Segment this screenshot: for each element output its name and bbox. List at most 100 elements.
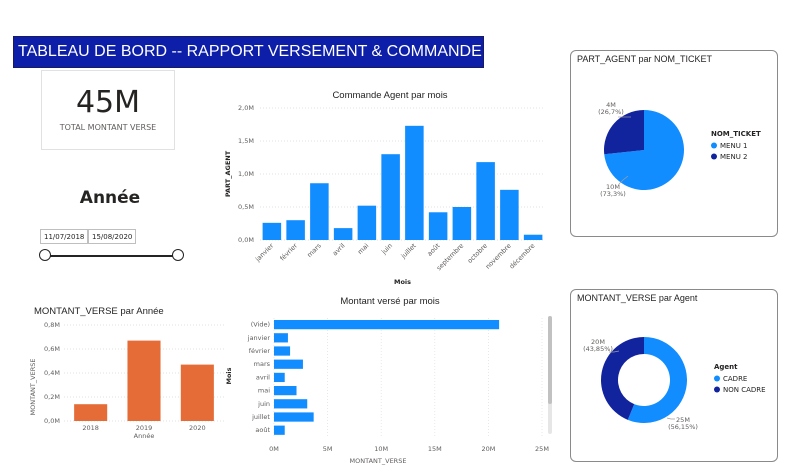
x-tick-label: 2019 (136, 424, 153, 432)
pie-card-title: PART_AGENT par NOM_TICKET (577, 54, 713, 64)
bar-février (286, 220, 305, 240)
y-tick-label: 0,0M (238, 236, 254, 244)
y-tick-label: 1,5M (238, 137, 254, 145)
leader-line (666, 417, 675, 420)
bar-août (274, 425, 285, 435)
part-agent-pie-chart[interactable]: 10M(73,3%) 4M(26,7%) NOM_TICKET MENU 1 MENU … (571, 70, 777, 230)
bar-février (274, 346, 291, 356)
bar-août (428, 212, 448, 240)
leader-line (618, 175, 629, 185)
bar-juin (274, 399, 308, 409)
x-tick-label: 15M (428, 445, 442, 453)
montant-annee-chart[interactable]: 0,0M 0,2M 0,4M 0,6M 0,8M 2018 2019 2020 Année MON… (20, 315, 230, 445)
slice-value-label: 10M (606, 183, 620, 191)
bar-(Vide) (274, 320, 500, 330)
montant-agent-donut-chart[interactable]: 25M(56,15%) 20M(43,85%) Agent CADRE NON CADR… (571, 308, 777, 458)
start-date-input[interactable]: 11/07/2018 (40, 229, 89, 244)
bar-septembre (452, 207, 472, 240)
legend-item: CADRE (723, 375, 747, 383)
bar-janvier (274, 333, 288, 343)
legend-title: NOM_TICKET (711, 130, 761, 138)
y-tick-label: 0,4M (44, 369, 60, 377)
slice-value-label: 4M (606, 101, 616, 109)
slice-menu-2 (604, 110, 644, 155)
slice-non-cadre (601, 337, 644, 420)
x-tick-label: octobre (466, 242, 489, 265)
y-axis-title: Mois (225, 367, 233, 384)
report-title-bar: TABLEAU DE BORD -- RAPPORT VERSEMENT & C… (13, 36, 484, 68)
y-tick-label: mai (258, 387, 270, 395)
y-tick-label: janvier (247, 334, 271, 342)
x-tick-label: 2018 (82, 424, 99, 432)
legend-marker (714, 375, 720, 382)
y-tick-label: 1,0M (238, 170, 254, 178)
legend-item: MENU 1 (720, 142, 748, 150)
x-tick-label: 2020 (189, 424, 206, 432)
x-tick-label: 10M (374, 445, 388, 453)
legend-marker (711, 142, 717, 149)
x-tick-label: août (426, 241, 442, 257)
slice-value-label: 20M (591, 338, 605, 346)
leader-line (609, 350, 620, 353)
bar-juillet (274, 412, 314, 422)
x-tick-label: janvier (253, 242, 275, 264)
commande-agent-chart[interactable]: 0,0M 0,5M 1,0M 1,5M 2,0M janvier février mars av… (218, 100, 548, 290)
x-tick-label: 0M (269, 445, 279, 453)
legend-marker (711, 153, 717, 160)
montant-agent-donut-card[interactable]: MONTANT_VERSE par Agent (570, 289, 778, 462)
date-slider-track[interactable] (44, 255, 182, 257)
bar-juillet (405, 125, 424, 240)
x-axis-title: Année (134, 432, 155, 440)
y-tick-label: 0,2M (44, 393, 60, 401)
date-slider-end-handle[interactable] (172, 249, 184, 261)
kpi-label: TOTAL MONTANT VERSE (59, 123, 157, 132)
annee-chart-title: MONTANT_VERSE par Année (34, 306, 164, 317)
x-tick-label: mars (306, 241, 324, 259)
y-tick-label: 0,6M (44, 345, 60, 353)
slice-percent-label: (56,15%) (668, 423, 698, 431)
y-axis-title: PART_AGENT (224, 150, 232, 197)
slice-value-label: 25M (676, 416, 690, 424)
slice-percent-label: (26,7%) (598, 108, 624, 116)
part-agent-pie-card[interactable]: PART_AGENT par NOM_TICKET (570, 50, 778, 237)
report-title: TABLEAU DE BORD -- RAPPORT VERSEMENT & C… (18, 43, 482, 60)
y-tick-label: 0,5M (238, 203, 254, 211)
x-axis-title: Mois (394, 278, 411, 286)
scrollbar-thumb[interactable] (548, 316, 552, 404)
slice-percent-label: (43,85%) (583, 345, 613, 353)
y-axis-title: MONTANT_VERSE (29, 359, 37, 416)
bar-2018 (74, 404, 108, 421)
y-tick-label: juillet (251, 413, 270, 421)
bar-janvier (262, 222, 282, 240)
legend-marker (714, 386, 720, 393)
commande-chart-title: Commande Agent par mois (332, 90, 448, 101)
slice-cadre (627, 337, 687, 423)
y-tick-label: mars (254, 360, 271, 368)
bar-2020 (180, 364, 214, 421)
kpi-card[interactable]: 45M TOTAL MONTANT VERSE (41, 70, 175, 150)
x-tick-label: juin (379, 242, 394, 257)
y-tick-label: juin (257, 400, 270, 408)
bar-décembre (523, 234, 543, 240)
y-tick-label: août (255, 426, 270, 434)
date-slider-start-handle[interactable] (39, 249, 51, 261)
end-date-input[interactable]: 15/08/2020 (88, 229, 137, 244)
x-tick-label: avril (331, 242, 347, 258)
y-tick-label: 0,0M (44, 417, 60, 425)
bar-mai (357, 205, 377, 240)
x-axis-title: MONTANT_VERSE (350, 457, 407, 465)
x-tick-label: mai (356, 242, 370, 256)
donut-card-title: MONTANT_VERSE par Agent (577, 293, 698, 303)
bar-avril (274, 372, 285, 383)
legend-title: Agent (714, 363, 738, 371)
legend-item: NON CADRE (723, 386, 766, 394)
y-tick-label: 2,0M (238, 104, 254, 112)
bar-mars (310, 183, 329, 240)
montant-verse-chart[interactable]: 0M 5M 10M 15M 20M 25M (Vide) janvier février mars… (222, 308, 557, 468)
year-slicer-title: Année (79, 188, 141, 208)
bar-avril (333, 228, 353, 240)
bar-novembre (500, 189, 519, 240)
slice-menu-1 (604, 110, 684, 190)
slice-percent-label: (73,3%) (600, 190, 626, 198)
x-tick-label: 5M (323, 445, 333, 453)
